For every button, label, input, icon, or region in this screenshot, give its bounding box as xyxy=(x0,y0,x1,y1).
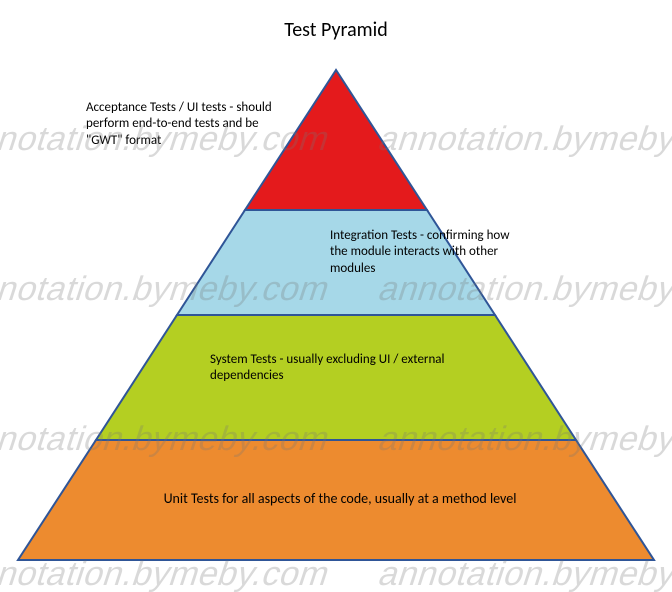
layer-unit-label: Unit Tests for all aspects of the code, … xyxy=(130,490,550,508)
layer-integration-label: Integration Tests - confirming how the m… xyxy=(330,228,530,277)
layer-acceptance-label: Acceptance Tests / UI tests - should per… xyxy=(86,100,276,149)
layer-system-label: System Tests - usually excluding UI / ex… xyxy=(210,352,470,385)
diagram-root: Test Pyramid Acceptance Tests / UI tests… xyxy=(0,0,672,592)
